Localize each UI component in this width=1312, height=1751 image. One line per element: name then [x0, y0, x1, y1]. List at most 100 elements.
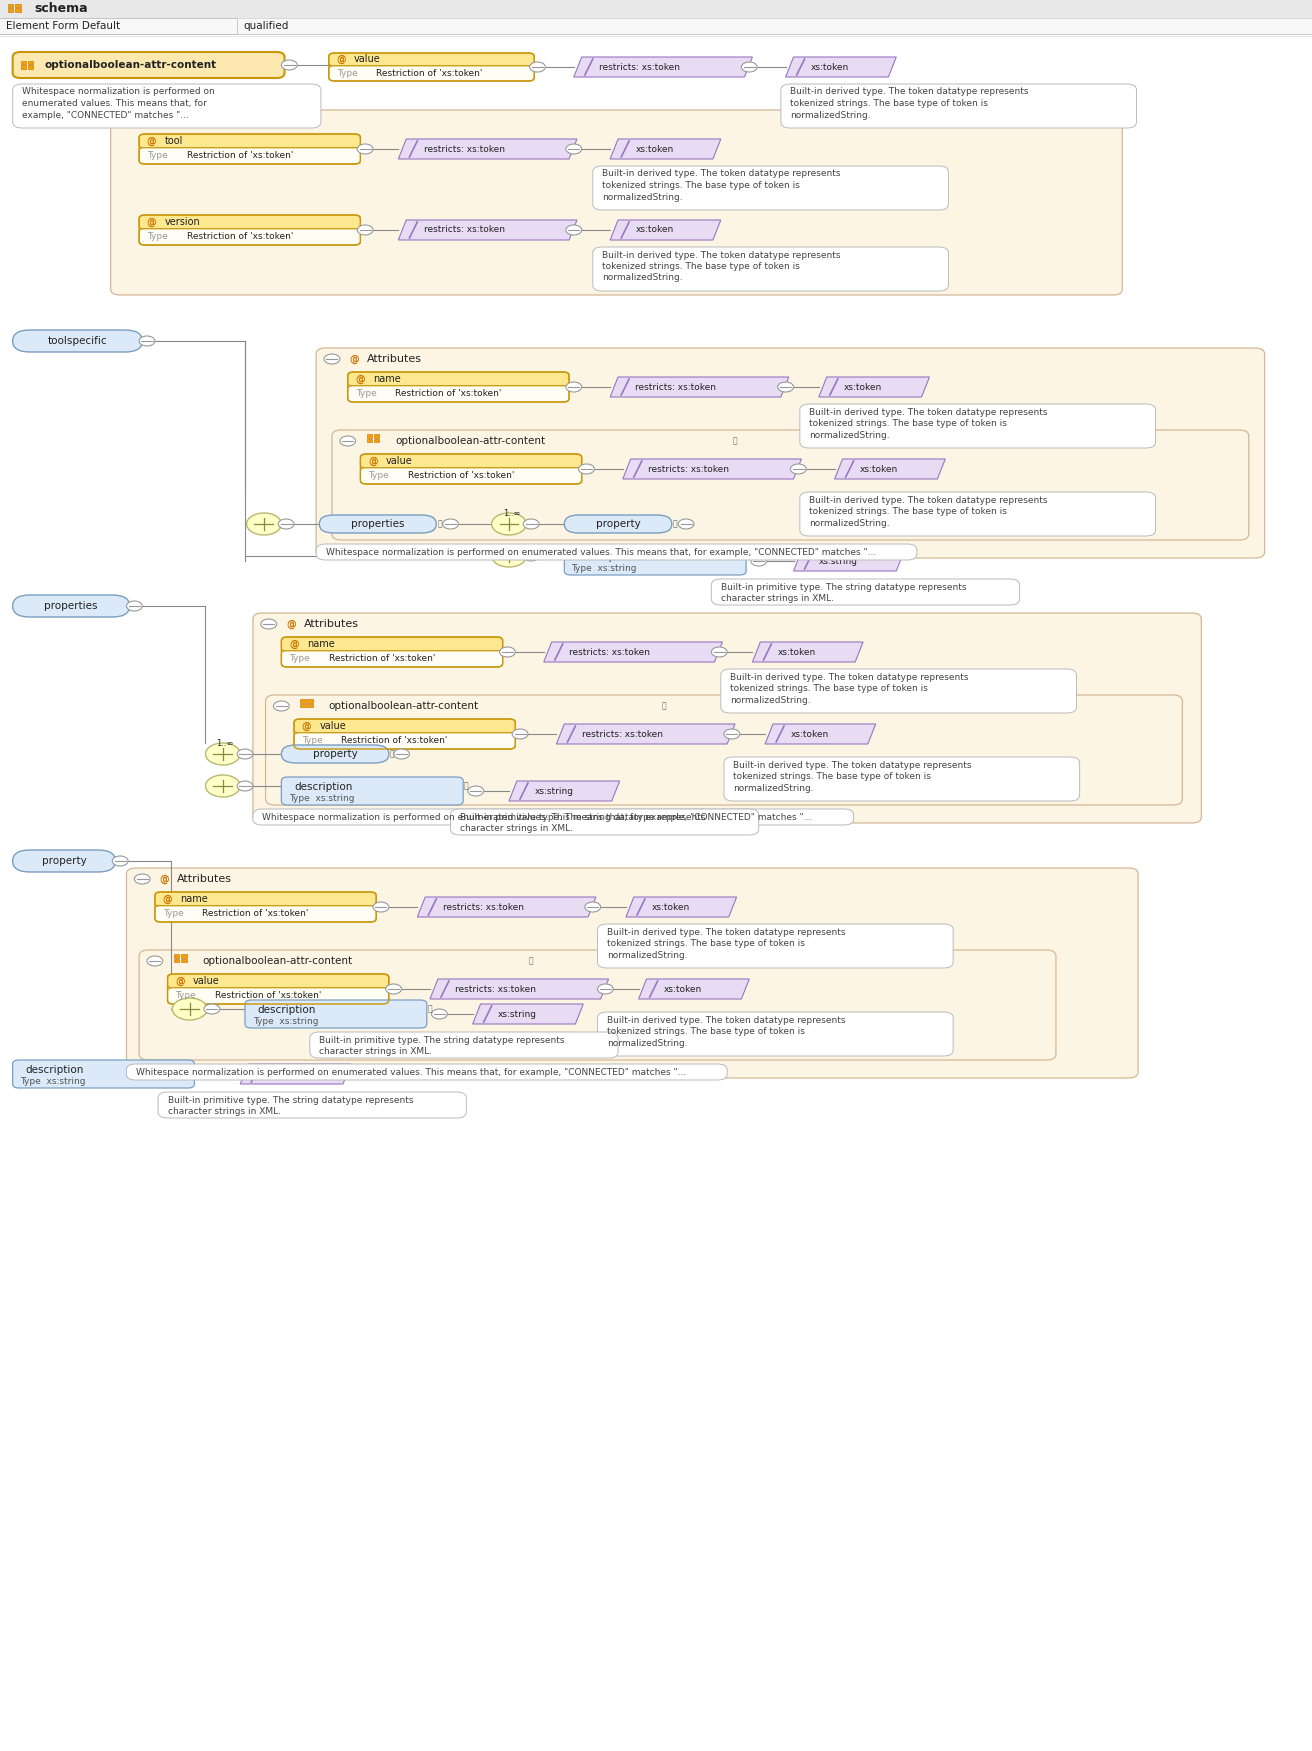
Polygon shape	[472, 1003, 584, 1024]
Text: Type: Type	[369, 471, 390, 480]
Circle shape	[530, 61, 546, 72]
Text: Built-in primitive type. The string datatype represents: Built-in primitive type. The string data…	[319, 1035, 564, 1045]
FancyBboxPatch shape	[139, 951, 1056, 1059]
FancyBboxPatch shape	[800, 492, 1156, 536]
FancyBboxPatch shape	[329, 53, 534, 67]
Bar	[0, 0, 1312, 18]
FancyBboxPatch shape	[593, 247, 949, 291]
Circle shape	[523, 552, 539, 560]
Text: @: @	[289, 639, 299, 650]
Circle shape	[741, 61, 757, 72]
Text: restricts: xs:token: restricts: xs:token	[600, 63, 680, 72]
Text: normalizedString.: normalizedString.	[602, 273, 682, 282]
Text: restricts: xs:token: restricts: xs:token	[424, 226, 505, 235]
FancyBboxPatch shape	[139, 135, 361, 147]
Text: Type: Type	[147, 233, 168, 242]
Circle shape	[281, 60, 298, 70]
Text: Built-in primitive type. The string datatype represents: Built-in primitive type. The string data…	[461, 812, 706, 821]
Circle shape	[278, 518, 294, 529]
Circle shape	[357, 144, 373, 154]
Circle shape	[678, 518, 694, 529]
Polygon shape	[399, 138, 577, 159]
Text: toolspecific: toolspecific	[47, 336, 108, 347]
Text: Type: Type	[337, 68, 357, 79]
Polygon shape	[543, 643, 723, 662]
Circle shape	[237, 749, 253, 758]
Text: Type: Type	[147, 151, 168, 161]
Text: Type: Type	[302, 737, 323, 746]
Circle shape	[565, 382, 581, 392]
Text: value: value	[386, 455, 412, 466]
Text: character strings in XML.: character strings in XML.	[319, 1047, 433, 1056]
Text: Attributes: Attributes	[161, 116, 216, 126]
Polygon shape	[240, 1065, 350, 1084]
FancyBboxPatch shape	[168, 988, 388, 1003]
Bar	[181, 958, 186, 961]
Text: ⧉: ⧉	[195, 1065, 199, 1073]
Text: @: @	[356, 375, 365, 383]
Text: @: @	[302, 721, 311, 730]
Text: schema: schema	[35, 2, 88, 16]
Circle shape	[273, 700, 289, 711]
Polygon shape	[786, 58, 896, 77]
Bar	[300, 704, 306, 707]
FancyBboxPatch shape	[139, 215, 361, 229]
FancyBboxPatch shape	[155, 905, 377, 923]
Polygon shape	[765, 723, 875, 744]
Text: name: name	[180, 895, 209, 904]
Text: tokenized strings. The base type of token is: tokenized strings. The base type of toke…	[810, 508, 1008, 517]
Circle shape	[261, 620, 277, 629]
Text: Type: Type	[289, 655, 310, 664]
Polygon shape	[430, 979, 609, 1000]
Text: restricts: xs:token: restricts: xs:token	[581, 730, 663, 739]
Text: normalizedString.: normalizedString.	[607, 1038, 687, 1047]
Circle shape	[113, 856, 129, 867]
Bar	[307, 699, 314, 702]
Circle shape	[172, 998, 207, 1021]
Circle shape	[711, 648, 727, 657]
Text: name: name	[373, 375, 400, 383]
Circle shape	[597, 984, 613, 995]
Circle shape	[523, 518, 539, 529]
Bar	[367, 434, 373, 438]
Bar	[8, 4, 13, 7]
Bar	[374, 434, 379, 438]
Text: optionalboolean-attr-content: optionalboolean-attr-content	[395, 436, 546, 447]
Text: optionalboolean-attr-content: optionalboolean-attr-content	[45, 60, 216, 70]
FancyBboxPatch shape	[294, 720, 516, 734]
Circle shape	[247, 513, 281, 536]
Circle shape	[579, 464, 594, 475]
FancyBboxPatch shape	[13, 84, 321, 128]
Polygon shape	[626, 897, 736, 918]
Polygon shape	[819, 376, 929, 397]
Polygon shape	[752, 643, 863, 662]
Circle shape	[512, 728, 527, 739]
FancyBboxPatch shape	[265, 695, 1182, 805]
Text: description: description	[577, 552, 635, 562]
Text: Built-in derived type. The token datatype represents: Built-in derived type. The token datatyp…	[810, 408, 1048, 417]
Text: normalizedString.: normalizedString.	[731, 695, 811, 704]
Text: restricts: xs:token: restricts: xs:token	[569, 648, 649, 657]
Text: character strings in XML.: character strings in XML.	[461, 825, 573, 833]
Text: ⧉: ⧉	[661, 702, 666, 711]
FancyBboxPatch shape	[720, 669, 1076, 713]
Text: ⧉: ⧉	[437, 520, 442, 529]
Text: Built-in derived type. The token datatype represents: Built-in derived type. The token datatyp…	[790, 88, 1029, 96]
Text: Restriction of 'xs:token': Restriction of 'xs:token'	[215, 991, 321, 1000]
Bar	[307, 704, 314, 707]
Text: xs:token: xs:token	[859, 464, 899, 473]
Polygon shape	[509, 781, 619, 800]
Text: @: @	[160, 874, 169, 884]
Text: normalizedString.: normalizedString.	[810, 518, 890, 527]
Text: xs:token: xs:token	[635, 145, 673, 154]
Circle shape	[357, 224, 373, 235]
Text: @: @	[337, 54, 346, 65]
Circle shape	[565, 224, 581, 235]
Text: optionalboolean-attr-content: optionalboolean-attr-content	[202, 956, 353, 967]
FancyBboxPatch shape	[281, 777, 463, 805]
Text: ⧉: ⧉	[428, 1005, 432, 1014]
Text: ⧉: ⧉	[529, 956, 534, 965]
FancyBboxPatch shape	[361, 468, 581, 483]
FancyBboxPatch shape	[281, 637, 502, 651]
Circle shape	[147, 956, 163, 967]
